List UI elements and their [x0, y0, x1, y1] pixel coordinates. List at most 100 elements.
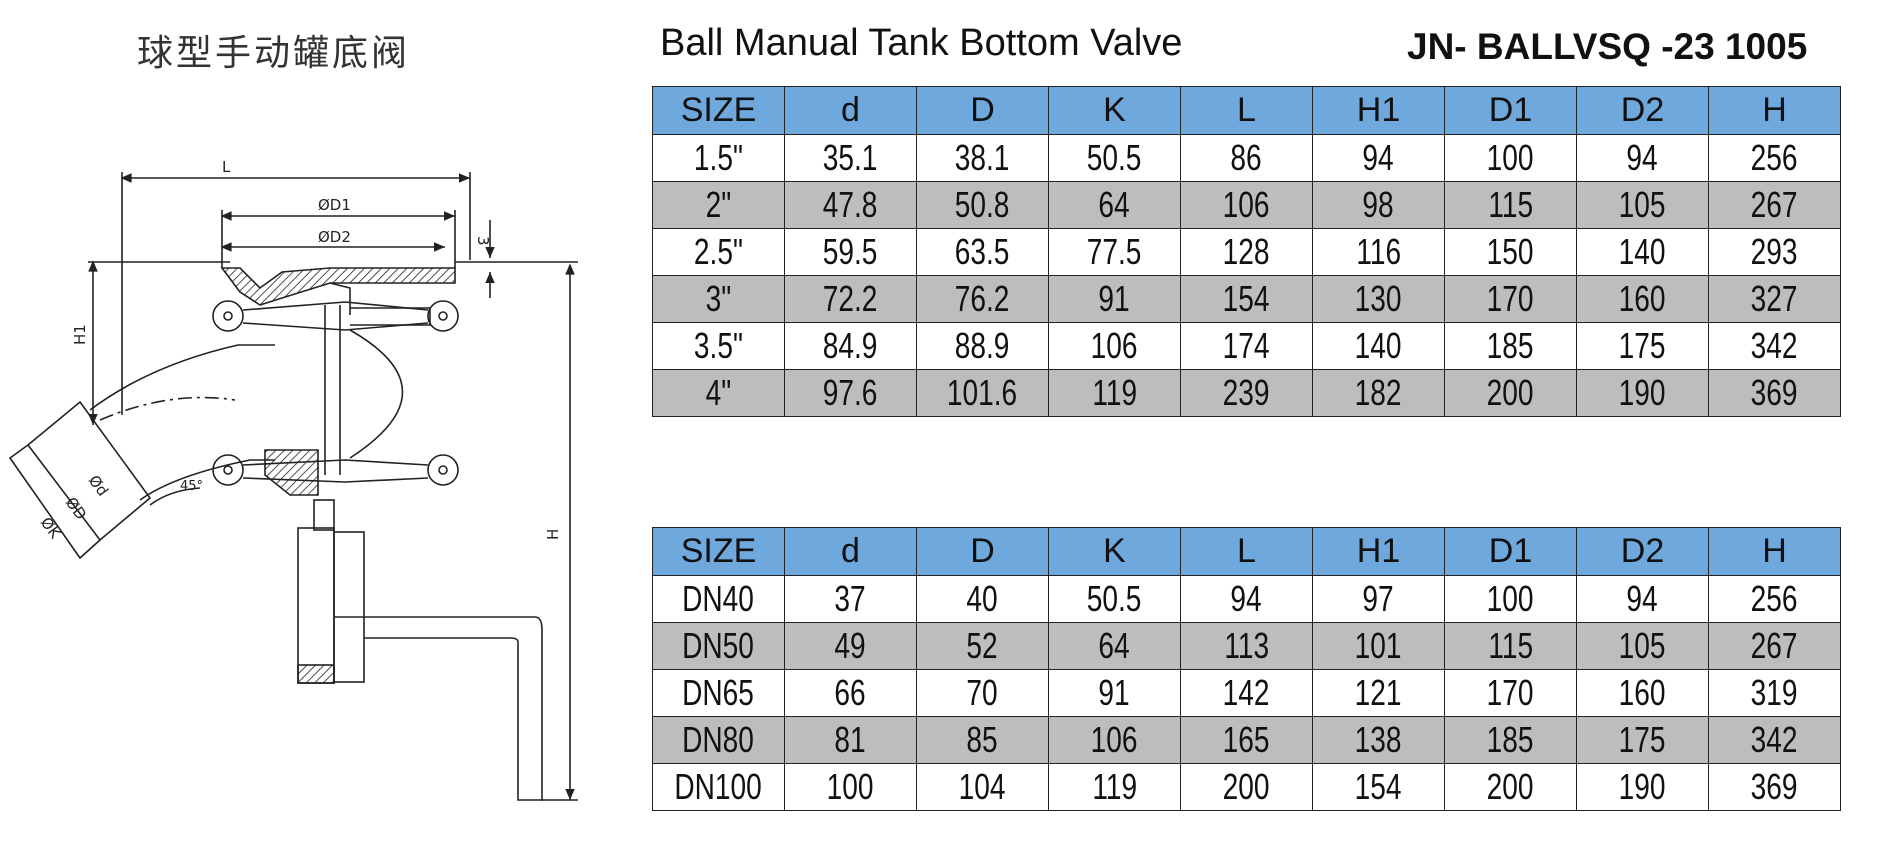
cell-value: 190: [1619, 372, 1666, 413]
cell-value: 200: [1223, 766, 1270, 807]
cell-value: 86: [1230, 137, 1263, 178]
column-header: K: [1048, 86, 1181, 135]
table-cell: DN100: [652, 763, 785, 811]
cell-value: 94: [1362, 137, 1395, 178]
table-cell: 116: [1312, 228, 1445, 276]
table-cell: 63.5: [916, 228, 1049, 276]
label-D2: ØD2: [318, 228, 351, 246]
cell-value: 106: [1091, 325, 1138, 366]
table-cell: 182: [1312, 369, 1445, 417]
cell-value: 115: [1488, 625, 1533, 666]
cell-value: 150: [1487, 231, 1534, 272]
label-D1: ØD1: [318, 196, 351, 214]
table-cell: 327: [1708, 275, 1841, 323]
table-cell: 200: [1444, 369, 1577, 417]
table-cell: 50.5: [1048, 134, 1181, 182]
cell-value: 200: [1487, 372, 1534, 413]
table-cell: 35.1: [784, 134, 917, 182]
table-cell: 140: [1576, 228, 1709, 276]
cell-value: 106: [1223, 184, 1270, 225]
table-cell: 100: [1444, 134, 1577, 182]
cell-value: 138: [1355, 719, 1402, 760]
column-header: L: [1180, 527, 1313, 576]
column-header: H: [1708, 527, 1841, 576]
table-cell: 130: [1312, 275, 1445, 323]
table-cell: 4": [652, 369, 785, 417]
table-row: DN100 100 104 119 200 154 200 190 369: [652, 763, 1841, 811]
cell-value: DN50: [682, 625, 755, 666]
table-row: DN65 66 70 91 142 121 170 160 319: [652, 669, 1841, 717]
cell-value: 1.5": [693, 137, 743, 178]
column-header: K: [1048, 527, 1181, 576]
table-row: 2.5" 59.5 63.5 77.5 128 116 150 140 293: [652, 228, 1841, 276]
cell-value: 4": [705, 372, 732, 413]
cell-value: 113: [1224, 625, 1269, 666]
table-cell: 38.1: [916, 134, 1049, 182]
table-cell: DN65: [652, 669, 785, 717]
table-cell: 200: [1180, 763, 1313, 811]
cell-value: 98: [1362, 184, 1395, 225]
table-cell: 170: [1444, 669, 1577, 717]
table-cell: 185: [1444, 322, 1577, 370]
table-cell: 100: [784, 763, 917, 811]
cell-value: 72.2: [823, 278, 878, 319]
table-cell: 94: [1180, 575, 1313, 623]
table-cell: 105: [1576, 622, 1709, 670]
cell-value: 342: [1751, 719, 1798, 760]
table-cell: 97.6: [784, 369, 917, 417]
table-cell: 76.2: [916, 275, 1049, 323]
valve-technical-drawing: L ØD1 ØD2 3 H1 H Ød ØD ØK 45°: [8, 158, 578, 801]
table-cell: 165: [1180, 716, 1313, 764]
cell-value: 142: [1223, 672, 1270, 713]
table-cell: 104: [916, 763, 1049, 811]
cell-value: 128: [1223, 231, 1270, 272]
cell-value: 170: [1487, 672, 1534, 713]
table-cell: DN80: [652, 716, 785, 764]
cell-value: 174: [1223, 325, 1270, 366]
table-cell: 138: [1312, 716, 1445, 764]
cell-value: 101.6: [947, 372, 1018, 413]
column-header: D1: [1444, 527, 1577, 576]
table-cell: 190: [1576, 763, 1709, 811]
cell-value: 100: [1487, 137, 1534, 178]
table-row: DN50 49 52 64 113 101 115 105 267: [652, 622, 1841, 670]
cell-value: 106: [1091, 719, 1138, 760]
column-header: H: [1708, 86, 1841, 135]
table-cell: 121: [1312, 669, 1445, 717]
cell-value: DN40: [682, 578, 755, 619]
table-cell: 200: [1444, 763, 1577, 811]
table-cell: 3": [652, 275, 785, 323]
cell-value: 2.5": [693, 231, 743, 272]
column-header: D: [916, 527, 1049, 576]
table-cell: 115: [1444, 181, 1577, 229]
cell-value: 130: [1355, 278, 1402, 319]
table-cell: 72.2: [784, 275, 917, 323]
cell-value: 369: [1751, 766, 1798, 807]
table-cell: 128: [1180, 228, 1313, 276]
table-header-row: SIZE d D K L H1 D1 D2 H: [652, 527, 1841, 576]
cell-value: 154: [1223, 278, 1270, 319]
table-cell: 115: [1444, 622, 1577, 670]
table-cell: 77.5: [1048, 228, 1181, 276]
table-row: 1.5" 35.1 38.1 50.5 86 94 100 94 256: [652, 134, 1841, 182]
table-cell: 175: [1576, 322, 1709, 370]
cell-value: 140: [1619, 231, 1666, 272]
column-header: d: [784, 527, 917, 576]
cell-value: 85: [966, 719, 999, 760]
table-cell: 84.9: [784, 322, 917, 370]
table-cell: 174: [1180, 322, 1313, 370]
table-cell: 239: [1180, 369, 1313, 417]
table-cell: 47.8: [784, 181, 917, 229]
cell-value: 101: [1355, 625, 1402, 666]
table-cell: 50.8: [916, 181, 1049, 229]
column-header: SIZE: [652, 86, 785, 135]
table-cell: 64: [1048, 181, 1181, 229]
chinese-title: 球型手动罐底阀: [137, 33, 411, 74]
table-row: 3.5" 84.9 88.9 106 174 140 185 175 342: [652, 322, 1841, 370]
cell-value: 154: [1355, 766, 1402, 807]
table-cell: 293: [1708, 228, 1841, 276]
cell-value: 185: [1487, 719, 1534, 760]
cell-value: 267: [1751, 184, 1798, 225]
cell-value: 94: [1626, 137, 1659, 178]
cell-value: 81: [834, 719, 867, 760]
